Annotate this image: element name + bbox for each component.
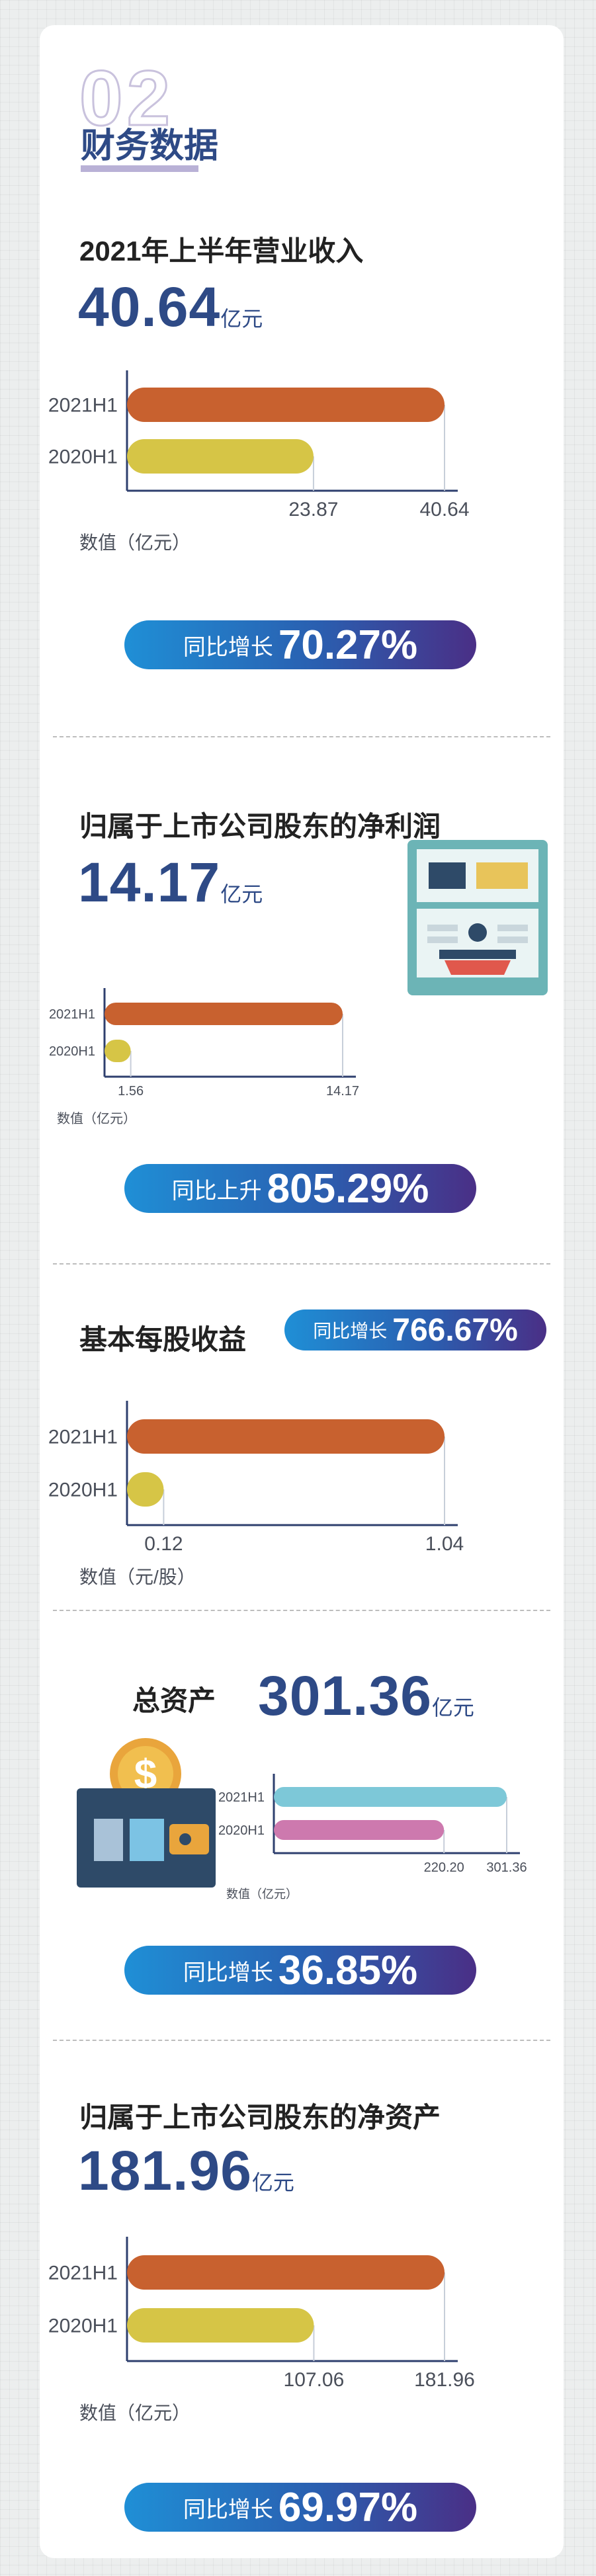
value-label: 14.17: [326, 1084, 359, 1099]
badge-value: 766.67%: [392, 1312, 518, 1348]
assets-title: 总资产: [132, 1685, 216, 1716]
category-label: 2021H1: [48, 395, 118, 417]
net-assets-growth-badge: 同比增长 69.97%: [124, 2483, 476, 2532]
atm-machine-icon: [407, 840, 548, 995]
revenue-growth-badge: 同比增长 70.27%: [124, 620, 476, 669]
value-label: 220.20: [424, 1860, 464, 1875]
value-label: 301.36: [486, 1860, 527, 1875]
value-label: 1.04: [425, 1533, 464, 1555]
category-label: 2021H1: [218, 1790, 265, 1805]
net-profit-value: 14.17亿元: [78, 851, 263, 915]
category-label: 2021H1: [48, 1427, 118, 1448]
divider: [53, 1610, 550, 1611]
revenue-unit: 亿元: [220, 307, 263, 331]
section-number: 02: [78, 55, 175, 142]
wallet-coin-icon: $: [77, 1738, 216, 1888]
net-profit-title: 归属于上市公司股东的净利润: [79, 811, 441, 842]
category-label: 2020H1: [218, 1823, 265, 1838]
category-label: 2021H1: [49, 1007, 95, 1022]
assets-growth-badge: 同比增长 36.85%: [124, 1946, 476, 1995]
revenue-number: 40.64: [78, 276, 221, 338]
value-label: 107.06: [284, 2369, 345, 2391]
divider: [53, 1263, 550, 1265]
bar-2021H1: [127, 388, 445, 422]
category-label: 2021H1: [48, 2263, 118, 2284]
net-assets-chart: 2021H1 181.96 2020H1 107.06 数值（亿元）: [48, 2237, 475, 2423]
category-label: 2020H1: [48, 446, 118, 468]
revenue-chart: 2021H1 40.64 2020H1 23.87 数值（亿元）: [48, 370, 470, 553]
badge-label: 同比增长: [183, 2497, 273, 2522]
net-profit-growth-badge: 同比上升 805.29%: [124, 1164, 476, 1213]
title-underline: [81, 165, 198, 172]
bar-2020H1: [127, 2308, 314, 2343]
category-label: 2020H1: [48, 1479, 118, 1501]
eps-title: 基本每股收益: [79, 1324, 247, 1355]
section-title: 财务数据: [81, 127, 219, 165]
net-profit-number: 14.17: [78, 851, 221, 913]
assets-chart: 2021H1 301.36 2020H1 220.20 数值（亿元）: [218, 1774, 527, 1901]
bar-2021H1: [127, 2255, 445, 2290]
net-assets-value: 181.96亿元: [78, 2139, 294, 2203]
value-label: 23.87: [288, 499, 338, 520]
badge-value: 69.97%: [278, 2484, 418, 2530]
x-axis-label: 数值（亿元）: [79, 532, 191, 553]
bar-2021H1: [127, 1419, 445, 1454]
value-label: 1.56: [118, 1084, 144, 1099]
badge-label: 同比上升: [171, 1178, 262, 1204]
x-axis-label: 数值（亿元）: [79, 2403, 191, 2423]
x-axis-label: 数值（亿元）: [57, 1111, 136, 1126]
revenue-title: 2021年上半年营业收入: [79, 235, 364, 267]
eps-growth-badge: 同比增长 766.67%: [284, 1309, 546, 1350]
bar-2020H1: [274, 1820, 445, 1840]
divider: [53, 736, 550, 737]
net-assets-number: 181.96: [78, 2140, 252, 2202]
category-label: 2020H1: [49, 1044, 95, 1059]
value-label: 40.64: [419, 499, 469, 520]
bar-2021H1: [105, 1003, 343, 1025]
assets-number: 301.36: [258, 1665, 432, 1727]
badge-label: 同比增长: [313, 1321, 388, 1341]
badge-value: 805.29%: [267, 1165, 429, 1212]
assets-unit: 亿元: [431, 1696, 474, 1720]
net-assets-unit: 亿元: [251, 2171, 294, 2194]
revenue-value: 40.64亿元: [78, 275, 263, 339]
infographic-card: 02 财务数据 2021年上半年营业收入 40.64亿元 2021H1 40.64…: [40, 25, 564, 2558]
net-assets-title: 归属于上市公司股东的净资产: [79, 2102, 441, 2133]
badge-value: 70.27%: [278, 622, 418, 668]
bar-2020H1: [127, 439, 314, 474]
badge-label: 同比增长: [183, 634, 273, 660]
badge-value: 36.85%: [278, 1947, 418, 1993]
divider: [53, 2040, 550, 2041]
bar-2020H1: [127, 1472, 164, 1507]
bar-2021H1: [274, 1787, 507, 1807]
value-label: 0.12: [144, 1533, 183, 1555]
value-label: 181.96: [414, 2369, 475, 2391]
badge-label: 同比增长: [183, 1960, 273, 1985]
bar-2020H1: [105, 1040, 131, 1062]
x-axis-label: 数值（亿元）: [226, 1888, 298, 1901]
net-profit-unit: 亿元: [220, 882, 263, 906]
eps-chart: 2021H1 1.04 2020H1 0.12 数值（元/股）: [48, 1401, 464, 1587]
category-label: 2020H1: [48, 2315, 118, 2337]
x-axis-label: 数值（元/股）: [79, 1567, 196, 1587]
net-profit-chart: 2021H1 14.17 2020H1 1.56 数值（亿元）: [49, 988, 359, 1126]
assets-value: 301.36亿元: [258, 1664, 474, 1728]
